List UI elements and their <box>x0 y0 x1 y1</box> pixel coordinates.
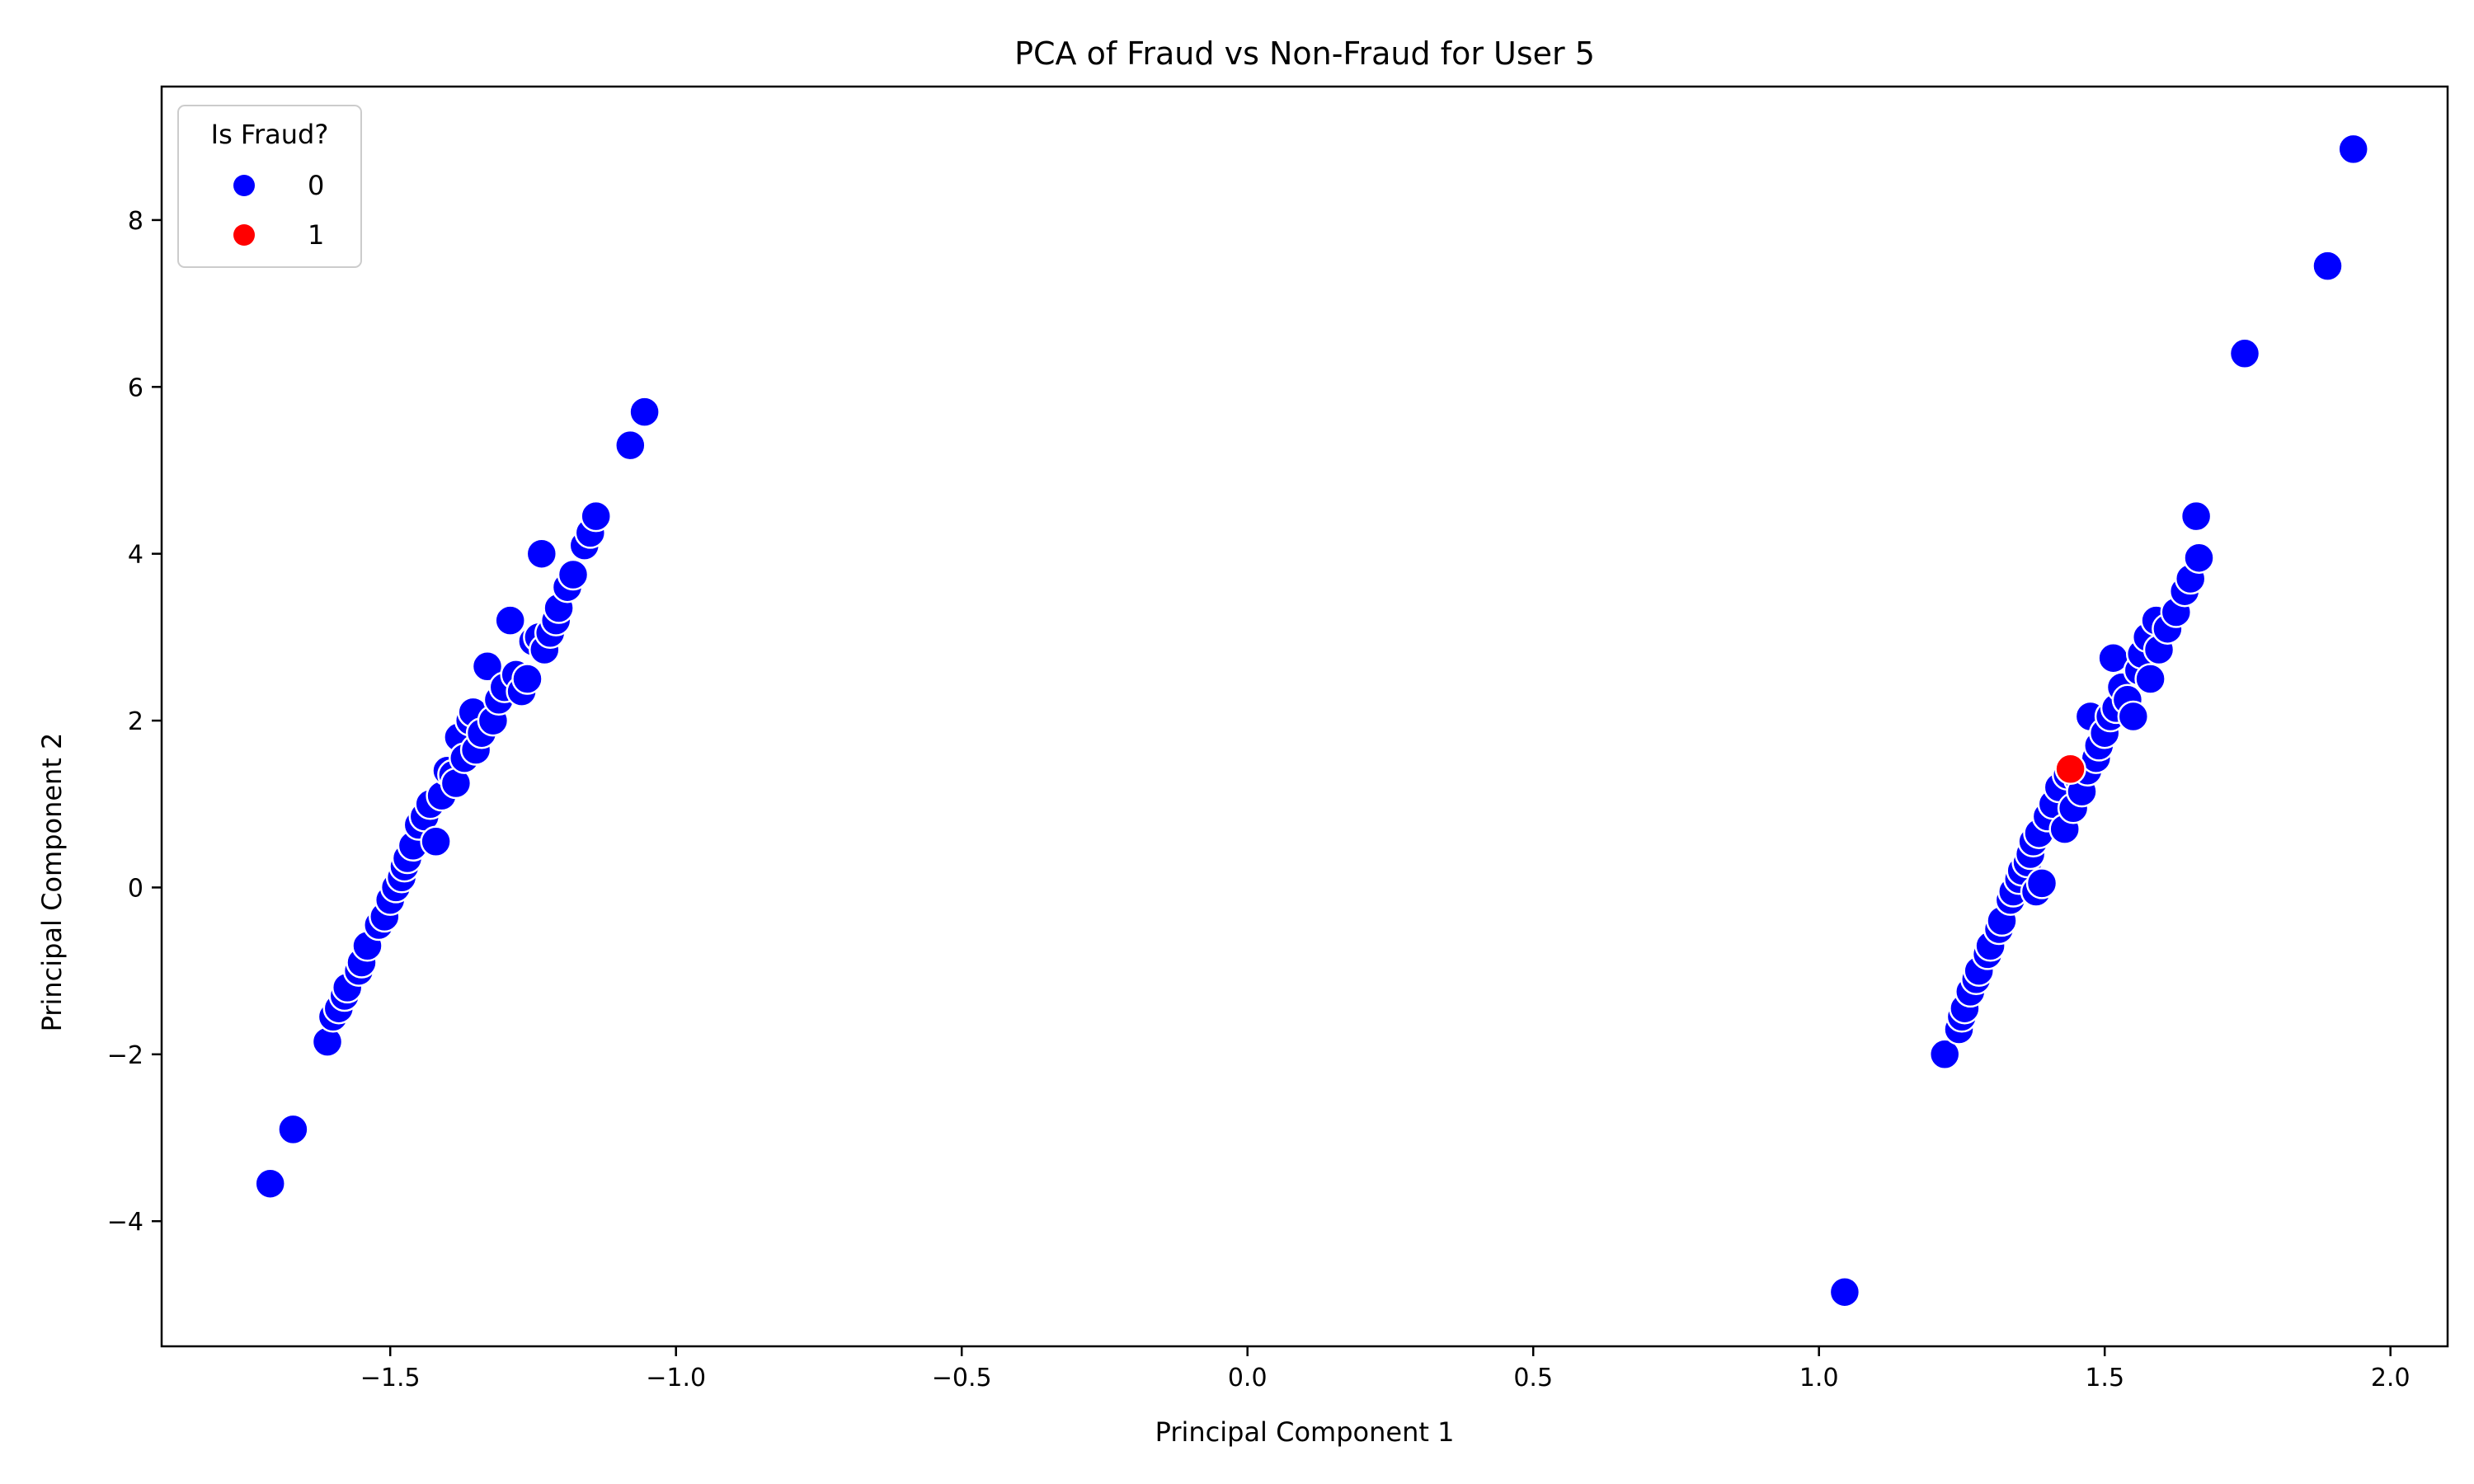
data-point-class-0 <box>2025 867 2058 899</box>
data-point-class-0 <box>511 663 543 695</box>
legend-label-0: 0 <box>308 170 324 201</box>
legend-title: Is Fraud? <box>211 119 329 150</box>
data-point-class-0 <box>420 825 452 858</box>
data-point-class-0 <box>471 650 504 683</box>
data-point-class-0 <box>628 396 661 428</box>
y-tick-label: −4 <box>107 1208 143 1237</box>
data-point-class-0 <box>2180 500 2213 533</box>
y-axis-ticks: −4 −2 0 2 4 6 8 <box>107 207 162 1237</box>
y-tick-label: 2 <box>128 707 143 736</box>
x-tick-label: 2.0 <box>2371 1364 2411 1392</box>
plot-area-frame <box>160 85 2449 1348</box>
data-point-class-0 <box>277 1113 309 1146</box>
data-point-class-0 <box>525 538 558 570</box>
y-axis-label: Principal Component 2 <box>36 733 68 1032</box>
y-tick-label: 8 <box>128 207 143 236</box>
data-point-class-0 <box>254 1167 286 1200</box>
data-point-class-0 <box>494 604 526 636</box>
legend-marker-1 <box>233 224 255 246</box>
y-tick-label: 6 <box>128 373 143 402</box>
data-point-class-0 <box>557 558 590 591</box>
data-point-class-0 <box>1828 1275 1861 1308</box>
y-tick-label: 4 <box>128 541 143 570</box>
x-tick-label: 0.0 <box>1228 1364 1268 1392</box>
data-point-class-1 <box>2054 753 2086 786</box>
legend: Is Fraud? 0 1 <box>177 105 362 268</box>
points-layer <box>254 133 2369 1308</box>
y-tick-label: −2 <box>107 1041 143 1070</box>
data-point-class-0 <box>2228 337 2261 370</box>
data-point-class-0 <box>580 500 612 533</box>
legend-marker-0 <box>233 175 255 196</box>
x-tick-label: −1.0 <box>646 1364 706 1392</box>
chart-title: PCA of Fraud vs Non-Fraud for User 5 <box>1014 35 1595 72</box>
x-axis-ticks: −1.5 −1.0 −0.5 0.0 0.5 1.0 1.5 2.0 <box>360 1346 2411 1392</box>
x-axis-label: Principal Component 1 <box>1155 1416 1455 1448</box>
data-point-class-0 <box>2134 663 2166 695</box>
y-tick-label: 0 <box>128 874 143 903</box>
data-point-class-0 <box>2337 133 2369 166</box>
data-point-class-0 <box>1928 1038 1961 1071</box>
x-tick-label: 1.0 <box>1799 1364 1839 1392</box>
x-tick-label: 1.5 <box>2085 1364 2124 1392</box>
data-point-class-0 <box>2312 250 2344 282</box>
x-tick-label: 0.5 <box>1513 1364 1553 1392</box>
x-tick-label: −1.5 <box>360 1364 421 1392</box>
data-point-class-0 <box>2183 542 2215 574</box>
data-point-class-0 <box>614 429 647 462</box>
legend-label-1: 1 <box>308 219 324 251</box>
x-tick-label: −0.5 <box>932 1364 992 1392</box>
data-point-class-0 <box>2117 700 2150 733</box>
legend-box <box>177 105 362 268</box>
